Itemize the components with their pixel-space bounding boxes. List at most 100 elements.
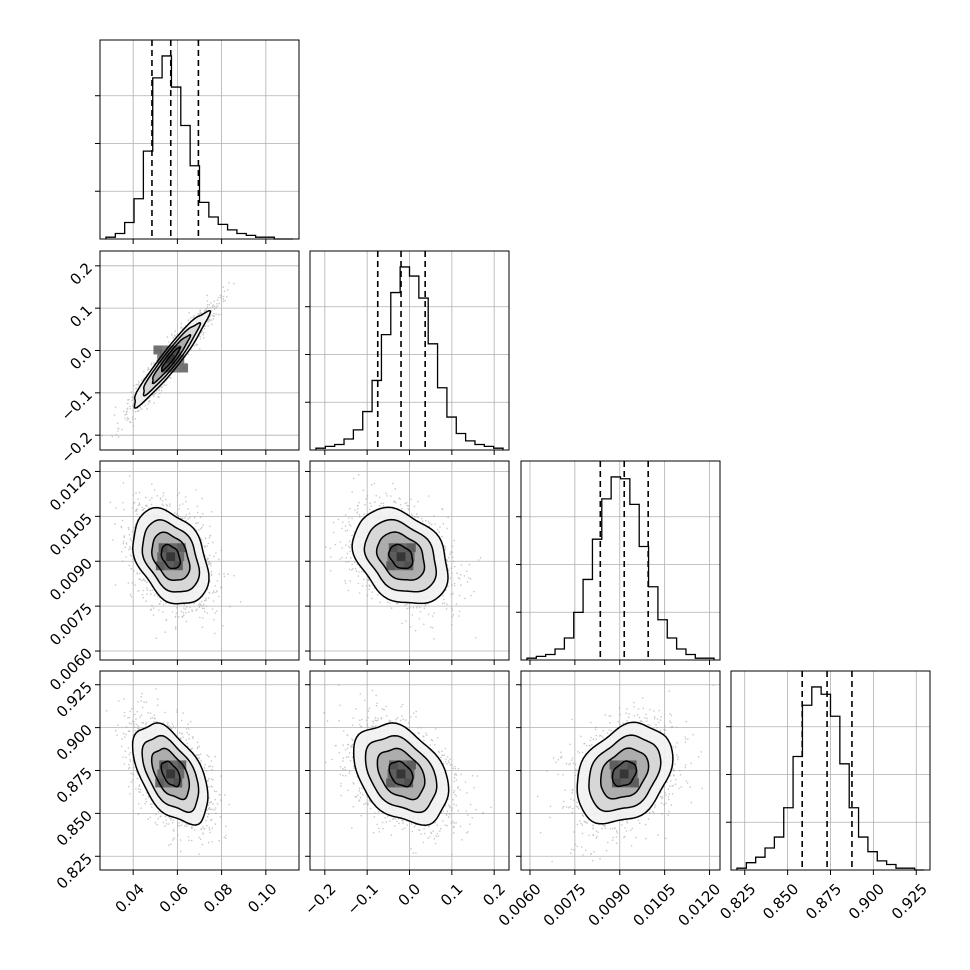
scatter-panel-2-0 bbox=[95, 460, 300, 665]
panel-frame bbox=[99, 460, 300, 661]
scatter-panel-3-2 bbox=[516, 670, 721, 875]
x-tick-label: 0.925 bbox=[888, 880, 931, 923]
y-tick-label: 0.0 bbox=[66, 344, 96, 374]
density-cell bbox=[388, 543, 398, 553]
contour-line bbox=[364, 734, 438, 814]
scatter-panel-3-1 bbox=[305, 670, 510, 875]
histogram-step bbox=[526, 476, 715, 660]
scatter-panel-1-0 bbox=[95, 250, 300, 455]
density-cell bbox=[628, 769, 638, 779]
density-cell bbox=[167, 543, 177, 553]
contour-line bbox=[150, 747, 191, 801]
contour-line bbox=[611, 760, 638, 788]
density-cell bbox=[395, 778, 405, 788]
density-cell bbox=[610, 769, 620, 779]
density-cell bbox=[177, 760, 187, 770]
y-tick-label: −0.2 bbox=[58, 428, 96, 466]
density-cell bbox=[170, 363, 180, 373]
density-cell bbox=[387, 769, 397, 779]
density-cell bbox=[620, 778, 630, 788]
panel-content bbox=[536, 684, 715, 863]
density-cell bbox=[386, 561, 396, 571]
y-tick-label: 0.825 bbox=[53, 850, 96, 893]
density-cell bbox=[405, 552, 415, 562]
histogram-panel-0 bbox=[95, 39, 300, 244]
contour-line bbox=[160, 543, 182, 570]
y-tick-label: 0.900 bbox=[53, 721, 96, 764]
density-cell bbox=[159, 760, 169, 770]
contour-line bbox=[160, 760, 181, 788]
density-cell bbox=[406, 543, 416, 553]
density-cell bbox=[155, 561, 165, 571]
contour-line bbox=[375, 531, 426, 581]
contour-line bbox=[151, 531, 191, 581]
density-cell bbox=[619, 769, 629, 779]
panel-grid: −0.2−0.10.00.10.20.00600.00750.00900.010… bbox=[46, 39, 931, 930]
density-cell bbox=[406, 760, 416, 770]
y-tick-label: 0.875 bbox=[53, 764, 96, 807]
contour-line bbox=[388, 760, 414, 788]
x-tick-label: 0.0075 bbox=[540, 880, 590, 930]
density-cell bbox=[629, 778, 639, 788]
density-cell bbox=[609, 760, 619, 770]
x-tick-label: 0.10 bbox=[244, 880, 280, 916]
density-cell bbox=[164, 561, 174, 571]
x-tick-label: 0.1 bbox=[437, 880, 467, 910]
density-cell bbox=[157, 769, 167, 779]
histogram-panel-3 bbox=[726, 670, 931, 875]
x-tick-label: −0.1 bbox=[343, 880, 381, 918]
x-tick-label: 0.0120 bbox=[674, 880, 724, 930]
density-cell bbox=[397, 760, 407, 770]
x-tick-label: 0.850 bbox=[759, 880, 802, 923]
x-tick-label: −0.2 bbox=[301, 880, 339, 918]
x-tick-label: 0.0 bbox=[395, 880, 425, 910]
density-cell bbox=[627, 760, 637, 770]
contour-line bbox=[141, 734, 200, 814]
contour-line bbox=[132, 506, 210, 605]
contour-line bbox=[133, 309, 212, 409]
contour-line bbox=[388, 543, 414, 570]
histogram-panel-2 bbox=[516, 460, 721, 665]
y-tick-label: 0.850 bbox=[53, 807, 96, 850]
contour-line bbox=[363, 518, 438, 593]
x-tick-label: 0.2 bbox=[479, 880, 509, 910]
density-cell bbox=[387, 552, 397, 562]
panel-content bbox=[105, 688, 231, 855]
contour-line bbox=[160, 346, 182, 373]
x-tick-label: 0.08 bbox=[200, 880, 236, 916]
density-cell bbox=[404, 561, 414, 571]
x-tick-label: 0.0090 bbox=[585, 880, 635, 930]
x-tick-label: 0.825 bbox=[716, 880, 759, 923]
panel-content bbox=[109, 475, 242, 639]
contour-line bbox=[352, 722, 450, 827]
contour-line bbox=[376, 747, 426, 801]
x-tick-label: 0.875 bbox=[802, 880, 845, 923]
contour-line bbox=[576, 721, 674, 825]
panel-frame bbox=[520, 460, 721, 661]
density-cell bbox=[396, 769, 406, 779]
contour-line bbox=[351, 506, 449, 605]
contour-line bbox=[588, 734, 662, 813]
density-cell bbox=[396, 552, 406, 562]
y-tick-label: 0.0075 bbox=[46, 599, 96, 649]
contour-line bbox=[142, 322, 202, 397]
y-tick-label: 0.2 bbox=[66, 259, 96, 289]
density-cell bbox=[166, 552, 176, 562]
density-cell bbox=[611, 778, 621, 788]
density-cell bbox=[179, 363, 189, 373]
panel-frame bbox=[99, 39, 300, 240]
panel-content bbox=[101, 281, 235, 438]
y-tick-label: 0.1 bbox=[66, 301, 96, 331]
density-cell bbox=[173, 778, 183, 788]
scatter-panel-2-1 bbox=[305, 460, 510, 665]
density-cell bbox=[388, 760, 398, 770]
density-cell bbox=[153, 345, 163, 355]
histogram-panel-1 bbox=[305, 250, 510, 455]
contour-line bbox=[131, 722, 209, 826]
histogram-step bbox=[315, 266, 504, 450]
y-tick-label: 0.0090 bbox=[46, 555, 96, 605]
density-cell bbox=[166, 769, 176, 779]
contour-line bbox=[141, 519, 201, 593]
contour-line bbox=[151, 333, 192, 385]
